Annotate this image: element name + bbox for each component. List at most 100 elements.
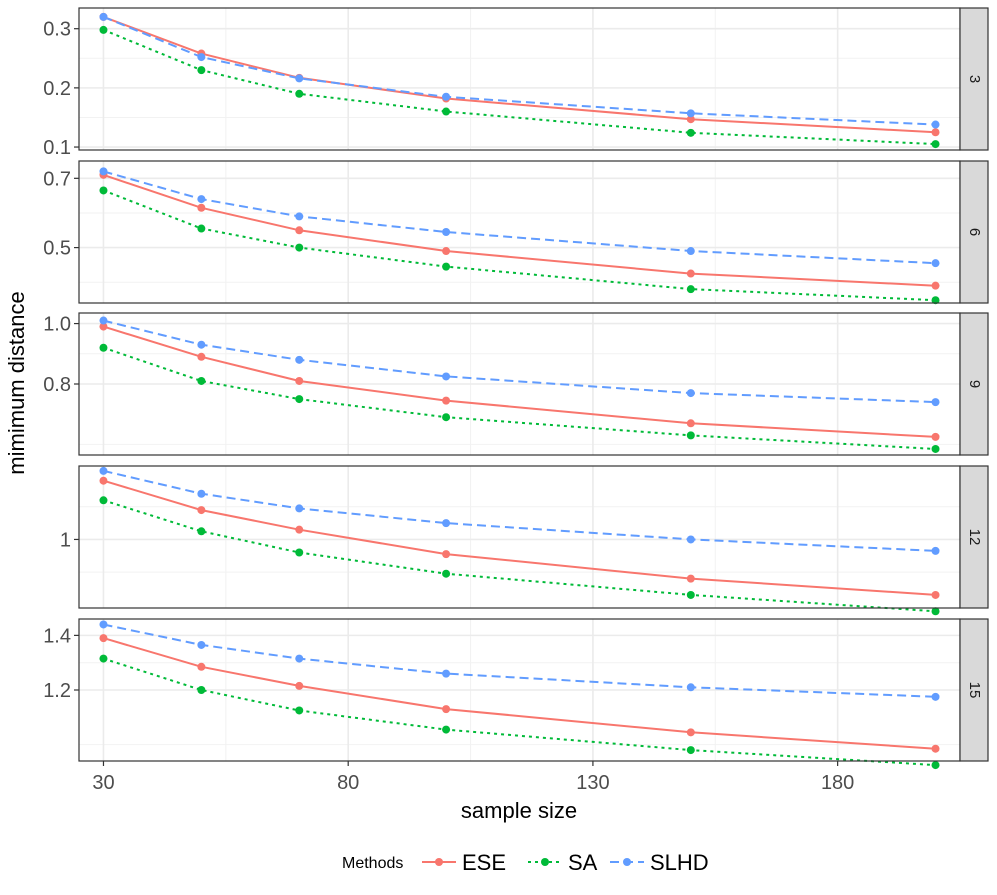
data-point-slhd	[931, 398, 940, 407]
facet-strip	[959, 465, 989, 609]
x-tick-label: 30	[92, 772, 114, 794]
data-point-sa	[295, 548, 304, 557]
data-point-sa	[686, 590, 695, 599]
series-line-slhd	[103, 623, 936, 698]
data-point-slhd	[442, 372, 451, 381]
legend-key-point-sa	[541, 858, 549, 866]
y-tick-label: 1.4	[43, 625, 71, 647]
legend-label-sa: SA	[568, 850, 598, 875]
data-point-ese	[295, 376, 304, 385]
data-point-slhd	[295, 355, 304, 364]
data-point-ese	[442, 550, 451, 559]
data-point-ese	[197, 203, 206, 212]
data-point-slhd	[99, 620, 108, 629]
data-point-ese	[295, 226, 304, 235]
data-point-slhd	[686, 683, 695, 692]
data-point-sa	[931, 761, 940, 770]
data-point-sa	[442, 569, 451, 578]
series-line-sa	[103, 346, 936, 450]
data-point-slhd	[197, 340, 206, 349]
data-point-sa	[295, 395, 304, 404]
data-point-ese	[197, 352, 206, 361]
data-point-slhd	[197, 640, 206, 649]
data-point-sa	[99, 25, 108, 34]
data-point-slhd	[686, 535, 695, 544]
data-point-sa	[931, 607, 940, 616]
series-line-slhd	[103, 170, 936, 265]
data-point-slhd	[295, 74, 304, 83]
facet-strip-label: 9	[966, 380, 983, 388]
y-tick-label: 1	[60, 529, 71, 551]
data-point-sa	[686, 285, 695, 294]
data-point-ese	[931, 432, 940, 441]
series-line-sa	[103, 499, 936, 613]
data-point-sa	[931, 296, 940, 305]
data-point-slhd	[197, 489, 206, 498]
data-point-ese	[686, 574, 695, 583]
data-point-ese	[686, 269, 695, 278]
data-point-sa	[99, 343, 108, 352]
series-line-slhd	[103, 469, 936, 552]
data-point-sa	[686, 128, 695, 137]
facet-strip	[959, 618, 989, 762]
data-point-ese	[686, 728, 695, 737]
data-point-slhd	[931, 259, 940, 268]
data-point-sa	[686, 746, 695, 755]
y-tick-label: 0.2	[43, 78, 71, 100]
data-point-ese	[99, 476, 108, 485]
legend-key-point-ese	[435, 858, 443, 866]
data-point-sa	[686, 431, 695, 440]
data-point-slhd	[99, 316, 108, 325]
data-point-ese	[197, 506, 206, 515]
data-point-slhd	[931, 120, 940, 129]
y-axis-title: mimimum distance	[4, 291, 29, 474]
data-point-slhd	[686, 109, 695, 118]
facet-strip-label: 15	[966, 682, 983, 699]
y-tick-label: 1.0	[43, 314, 71, 336]
series-line-sa	[103, 657, 936, 767]
data-point-slhd	[99, 12, 108, 21]
legend-label-slhd: SLHD	[650, 850, 709, 875]
series-line-ese	[103, 173, 936, 287]
data-point-ese	[295, 525, 304, 534]
legend-label-ese: ESE	[462, 850, 506, 875]
data-point-ese	[442, 396, 451, 405]
data-point-sa	[295, 89, 304, 98]
data-point-sa	[99, 654, 108, 663]
data-point-slhd	[295, 212, 304, 221]
y-tick-label: 1.2	[43, 680, 71, 702]
data-point-ese	[686, 115, 695, 124]
data-point-slhd	[295, 654, 304, 663]
data-point-slhd	[99, 466, 108, 475]
panel-9: 0.8 1.0 9	[43, 312, 989, 456]
data-point-slhd	[442, 519, 451, 528]
x-tick-label: 180	[821, 772, 854, 794]
y-tick-label: 0.5	[43, 238, 71, 260]
facet-strip	[959, 160, 989, 304]
data-point-ese	[99, 322, 108, 331]
facet-strip-label: 3	[966, 75, 983, 83]
y-tick-label: 0.8	[43, 374, 71, 396]
data-point-ese	[931, 744, 940, 753]
data-point-sa	[197, 527, 206, 536]
x-tick-label: 130	[576, 772, 609, 794]
data-point-slhd	[686, 247, 695, 256]
data-point-sa	[442, 107, 451, 116]
x-axis: 30 80 130 180	[92, 761, 854, 794]
legend: Methods ESE SA SLHD	[342, 850, 709, 875]
panel-6: 0.5 0.7 6	[43, 160, 989, 305]
data-point-sa	[197, 686, 206, 694]
data-point-sa	[197, 376, 206, 385]
data-point-slhd	[442, 92, 451, 101]
series-line-slhd	[103, 15, 936, 126]
data-point-slhd	[931, 546, 940, 555]
series-line-sa	[103, 28, 936, 146]
panel-background	[79, 466, 960, 608]
y-tick-label: 0.3	[43, 19, 71, 41]
panel-12: 1 12	[60, 465, 989, 616]
data-point-slhd	[99, 167, 108, 176]
data-point-ese	[442, 247, 451, 256]
panel-background	[79, 161, 960, 303]
data-point-sa	[442, 725, 451, 734]
